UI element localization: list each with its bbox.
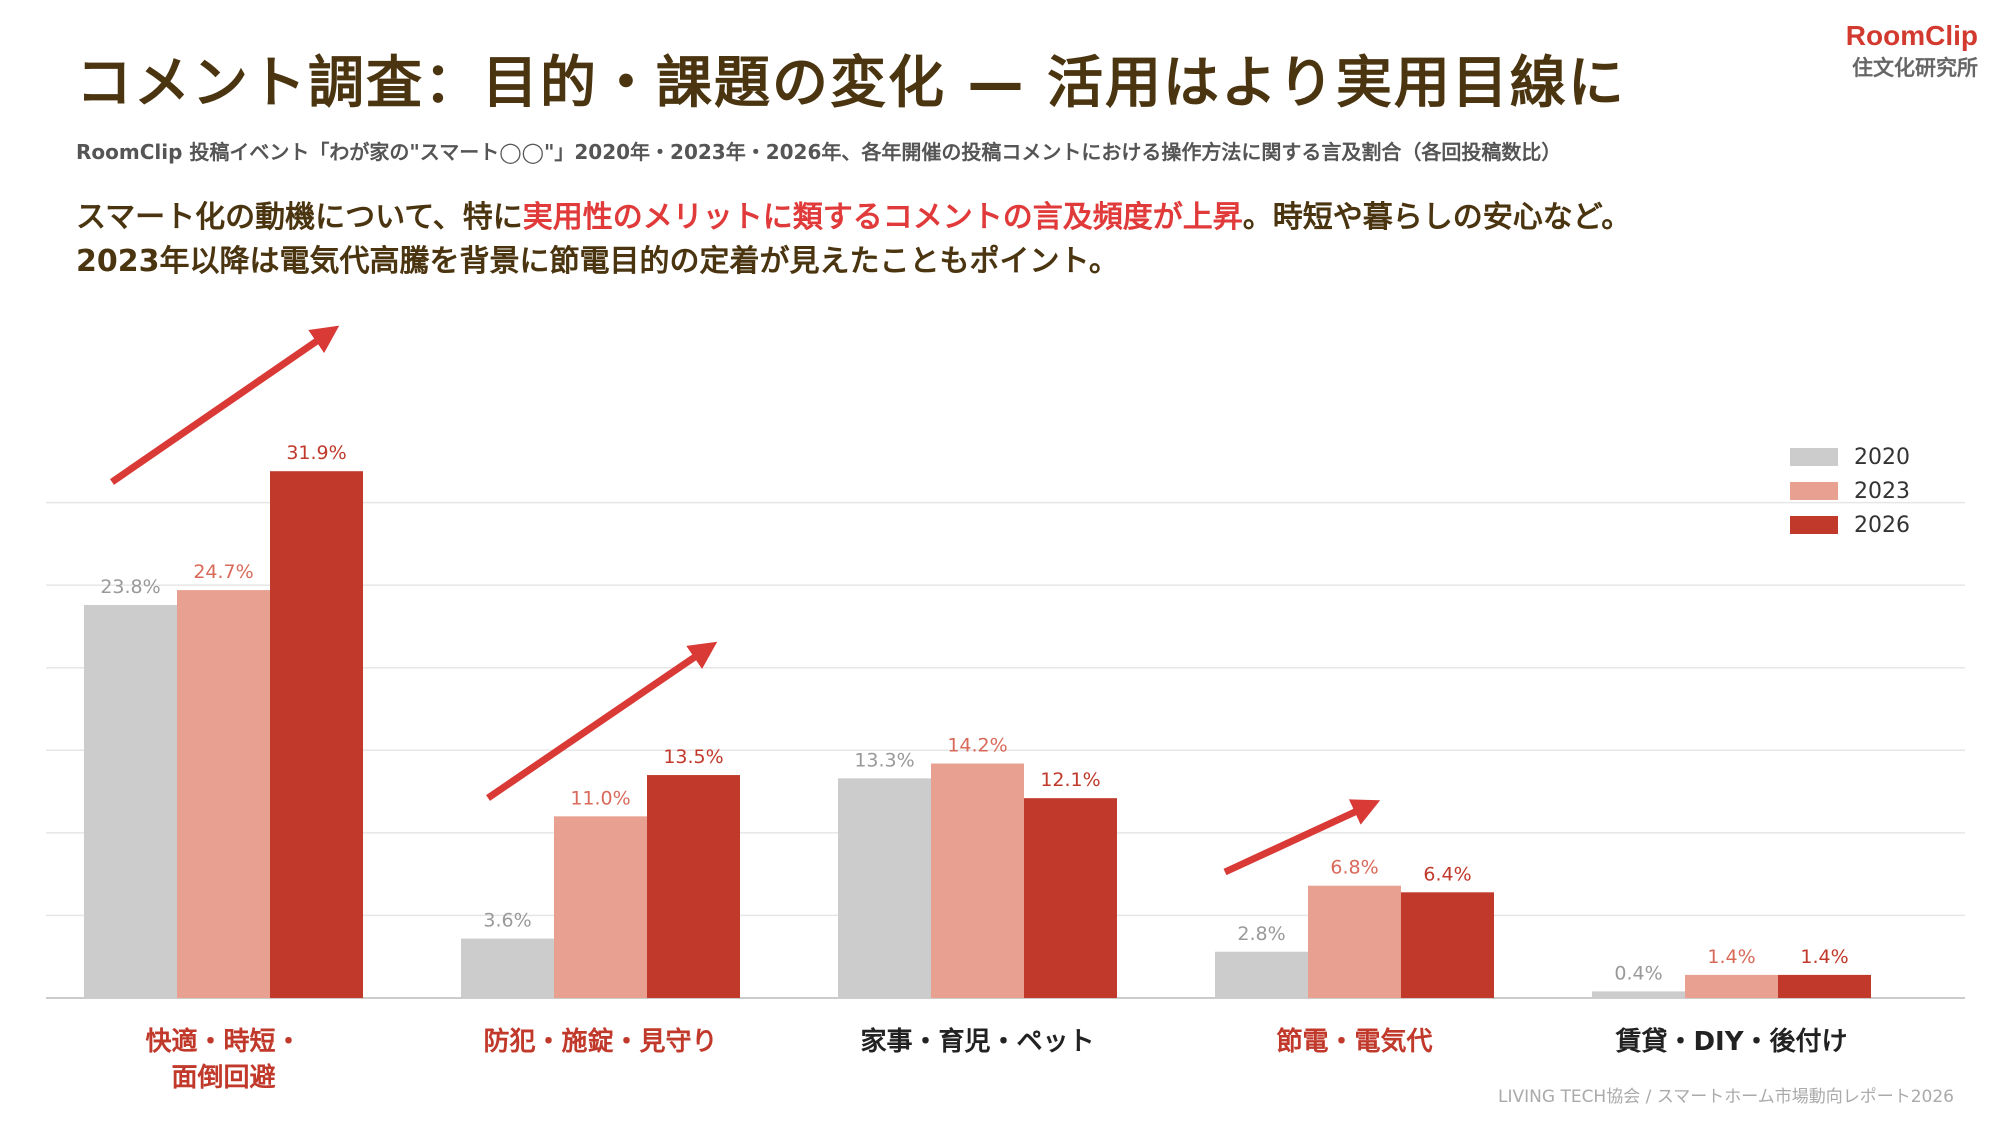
trend-arrow bbox=[110, 325, 340, 485]
data-label: 13.5% bbox=[663, 746, 723, 768]
category-label: 家事・育児・ペット bbox=[860, 1026, 1094, 1057]
bar-2023-2 bbox=[931, 763, 1024, 998]
logo-sub: 住文化研究所 bbox=[1852, 56, 1978, 80]
bar-2026-0 bbox=[270, 471, 363, 998]
bar-2020-1 bbox=[461, 938, 554, 998]
lead-text: スマート化の動機について、特に実用性のメリットに類するコメントの言及頻度が上昇。… bbox=[76, 196, 1631, 284]
data-label: 2.8% bbox=[1237, 923, 1285, 945]
category-label: 節電・電気代 bbox=[1276, 1026, 1432, 1057]
lead-line-1-post: 。時短や暮らしの安心など。 bbox=[1242, 200, 1632, 235]
legend-swatch-2020 bbox=[1790, 448, 1838, 466]
data-label: 24.7% bbox=[193, 561, 253, 583]
data-label: 14.2% bbox=[947, 734, 1007, 756]
bar-2020-0 bbox=[84, 604, 177, 998]
category-label: 快適・時短・ bbox=[145, 1026, 301, 1057]
bar-2026-1 bbox=[647, 775, 740, 998]
data-label: 6.8% bbox=[1330, 857, 1378, 879]
bar-2026-3 bbox=[1401, 892, 1494, 998]
data-label: 12.1% bbox=[1040, 769, 1100, 791]
data-label: 31.9% bbox=[286, 442, 346, 464]
footer-credit: LIVING TECH協会 / スマートホーム市場動向レポート2026 bbox=[1498, 1087, 1954, 1107]
data-label: 0.4% bbox=[1614, 962, 1662, 984]
bar-2023-1 bbox=[554, 816, 647, 998]
lead-line-1-pre: スマート化の動機について、特に bbox=[76, 200, 523, 235]
bar-2023-0 bbox=[177, 590, 270, 998]
legend-label-2020: 2020 bbox=[1854, 445, 1910, 470]
trend-arrow bbox=[1223, 799, 1381, 876]
bar-2026-2 bbox=[1024, 798, 1117, 998]
category-label: 防犯・施錠・見守り bbox=[483, 1026, 717, 1057]
data-label: 23.8% bbox=[100, 576, 160, 598]
logo-brand: RoomClip bbox=[1845, 20, 1978, 51]
bar-2023-4 bbox=[1685, 974, 1778, 998]
data-label: 11.0% bbox=[570, 787, 630, 809]
legend-label-2026: 2026 bbox=[1854, 513, 1910, 538]
bar-2020-4 bbox=[1592, 991, 1685, 998]
data-label: 1.4% bbox=[1707, 946, 1755, 968]
legend-swatch-2023 bbox=[1790, 482, 1838, 500]
bar-2026-4 bbox=[1778, 974, 1871, 998]
roomclip-logo: RoomClip 住文化研究所 bbox=[1846, 20, 1978, 82]
legend-swatch-2026 bbox=[1790, 516, 1838, 534]
data-label: 6.4% bbox=[1423, 863, 1471, 885]
category-label: 面倒回避 bbox=[171, 1062, 275, 1093]
data-label: 3.6% bbox=[483, 910, 531, 932]
bar-2020-3 bbox=[1215, 951, 1308, 998]
page-title: コメント調査：目的・課題の変化 — 活用はより実用目線に bbox=[76, 51, 1626, 116]
data-label: 13.3% bbox=[854, 749, 914, 771]
category-label: 賃貸・DIY・後付け bbox=[1614, 1026, 1847, 1057]
lead-line-1: スマート化の動機について、特に実用性のメリットに類するコメントの言及頻度が上昇。… bbox=[76, 196, 1631, 240]
lead-line-1-highlight: 実用性のメリットに類するコメントの言及頻度が上昇 bbox=[522, 200, 1243, 235]
bar-2020-2 bbox=[838, 778, 931, 998]
legend-label-2023: 2023 bbox=[1854, 479, 1910, 504]
page-subtitle: RoomClip 投稿イベント「わが家の"スマート◯◯"」2020年・2023年… bbox=[76, 140, 1562, 164]
data-label: 1.4% bbox=[1800, 946, 1848, 968]
bar-2023-3 bbox=[1308, 885, 1401, 998]
trend-arrow bbox=[486, 641, 718, 801]
lead-line-2: 2023年以降は電気代高騰を背景に節電目的の定着が見えたこともポイント。 bbox=[76, 244, 1119, 279]
